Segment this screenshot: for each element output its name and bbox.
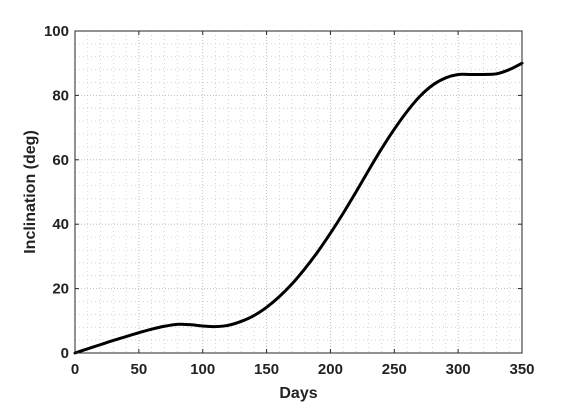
x-tick-label: 0 <box>71 361 79 378</box>
y-tick-label: 0 <box>61 345 69 362</box>
x-tick-label: 100 <box>190 361 215 378</box>
x-tick-label: 50 <box>131 361 148 378</box>
series-line-0 <box>73 61 524 355</box>
series-layer <box>73 61 524 355</box>
major-grid <box>74 30 523 354</box>
y-tick-labels: 0 20 40 60 80 100 <box>44 23 69 362</box>
x-tick-label: 300 <box>446 361 471 378</box>
y-axis-title: Inclination (deg) <box>22 130 39 254</box>
y-tick-label: 20 <box>52 281 69 298</box>
x-tick-label: 350 <box>509 361 534 378</box>
x-tick-labels: 0 50 100 150 200 250 300 350 <box>71 361 535 378</box>
x-tick-label: 150 <box>254 361 279 378</box>
minor-grid <box>75 31 522 353</box>
plot-frame <box>74 30 523 354</box>
y-tick-label: 100 <box>44 23 69 40</box>
y-tick-label: 40 <box>52 216 69 233</box>
x-tick-label: 200 <box>318 361 343 378</box>
y-tick-label: 60 <box>52 152 69 169</box>
x-tick-label: 250 <box>382 361 407 378</box>
tick-marks <box>74 30 523 354</box>
x-axis-title: Days <box>279 385 317 402</box>
y-tick-label: 80 <box>52 87 69 104</box>
